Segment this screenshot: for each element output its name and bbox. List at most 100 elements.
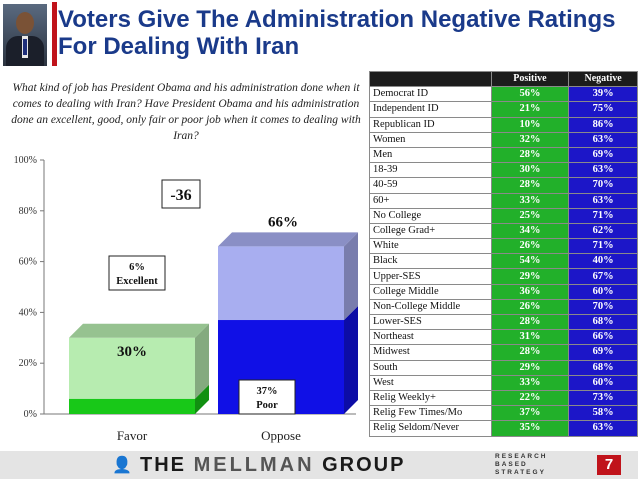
oppose-other-segment (218, 246, 344, 321)
row-negative: 70% (568, 298, 638, 316)
row-label: 60+ (369, 192, 492, 209)
net-label: -36 (170, 187, 191, 204)
stacked-bar-chart: 0% 20% 40% 60% 80% 100% Favor Oppose 30% 66% -36 6%… (14, 155, 358, 443)
table-row: Non-College Middle 26% 70% (369, 298, 638, 316)
row-positive: 36% (490, 283, 570, 300)
y-tick-label: 20% (19, 358, 37, 369)
row-label: Upper-SES (369, 268, 492, 285)
row-negative: 39% (568, 86, 638, 103)
table-row: Independent ID 21% 75% (369, 101, 638, 118)
row-negative: 63% (568, 192, 638, 209)
y-tick-label: 40% (19, 307, 37, 318)
row-label: Midwest (369, 344, 492, 361)
title-accent-bar (52, 2, 57, 66)
row-label: 18-39 (369, 162, 492, 179)
row-positive: 29% (490, 268, 570, 285)
y-tick-label: 60% (19, 257, 37, 268)
row-negative: 86% (568, 116, 638, 133)
row-label: Relig Weekly+ (369, 389, 492, 407)
row-label: College Grad+ (369, 222, 492, 240)
row-label: White (369, 238, 492, 255)
y-tick-label: 0% (24, 409, 37, 420)
row-negative: 60% (568, 374, 638, 391)
row-positive: 33% (490, 192, 570, 209)
row-positive: 28% (490, 313, 570, 331)
row-positive: 28% (490, 177, 570, 194)
net-label-box (161, 179, 201, 209)
table-row: 18-39 30% 63% (369, 162, 638, 179)
row-negative: 69% (568, 344, 638, 361)
row-label: South (369, 359, 492, 376)
row-positive: 21% (490, 101, 570, 118)
x-category-label: Favor (117, 428, 148, 443)
table-row: Midwest 28% 69% (369, 344, 638, 361)
row-positive: 33% (490, 374, 570, 391)
table-row: Men 28% 69% (369, 146, 638, 164)
row-label: Democrat ID (369, 86, 492, 103)
table-row: College Grad+ 34% 62% (369, 222, 638, 240)
favor-excellent-segment-side (195, 384, 209, 414)
row-negative: 69% (568, 146, 638, 164)
row-positive: 34% (490, 222, 570, 240)
row-negative: 68% (568, 313, 638, 331)
row-positive: 31% (490, 329, 570, 346)
row-negative: 70% (568, 177, 638, 194)
poor-callout-value: 37% (257, 386, 278, 397)
table-header-blank (369, 70, 492, 88)
row-positive: 22% (490, 389, 570, 407)
favor-bar-top (69, 323, 209, 338)
row-label: Independent ID (369, 101, 492, 118)
row-label: Women (369, 131, 492, 148)
row-negative: 67% (568, 268, 638, 285)
row-negative: 58% (568, 405, 638, 422)
row-positive: 26% (490, 238, 570, 255)
favor-total-label: 30% (117, 344, 147, 360)
row-negative: 68% (568, 359, 638, 376)
row-positive: 37% (490, 405, 570, 422)
survey-question: What kind of job has President Obama and… (11, 82, 361, 142)
row-positive: 28% (490, 146, 570, 164)
excellent-callout-box (108, 255, 166, 291)
row-positive: 54% (490, 253, 570, 270)
obama-photo (3, 4, 47, 66)
favor-excellent-segment (69, 398, 195, 414)
table-header-negative: Negative (568, 70, 638, 88)
oppose-other-segment-side (344, 232, 358, 321)
table-row: 40-59 28% 70% (369, 177, 638, 194)
row-label: Republican ID (369, 116, 492, 133)
y-tick-label: 80% (19, 206, 37, 217)
row-negative: 63% (568, 162, 638, 179)
mellman-logo: THE MELLMAN GROUP (140, 454, 406, 476)
page-number: 7 (597, 455, 621, 475)
table-row: South 29% 68% (369, 359, 638, 376)
row-label: College Middle (369, 283, 492, 300)
table-row: West 33% 60% (369, 374, 638, 391)
table-header-row: Positive Negative (369, 70, 638, 88)
row-label: Relig Few Times/Mo (369, 405, 492, 422)
row-negative: 40% (568, 253, 638, 270)
tagline: RESEARCH BASED STRATEGY (495, 453, 548, 476)
row-positive: 29% (490, 359, 570, 376)
row-negative: 60% (568, 283, 638, 300)
table-row: 60+ 33% 63% (369, 192, 638, 209)
mellman-logo-icon: 👤 (112, 455, 132, 474)
row-negative: 71% (568, 207, 638, 224)
table-header-positive: Positive (490, 70, 570, 88)
row-positive: 10% (490, 116, 570, 133)
table-row: No College 25% 71% (369, 207, 638, 224)
oppose-total-label: 66% (268, 214, 298, 230)
slide-title: Voters Give The Administration Negative … (58, 6, 616, 60)
favor-other-segment (69, 337, 195, 399)
footer-bar: 👤 THE MELLMAN GROUP RESEARCH BASED STRAT… (0, 451, 638, 479)
oppose-poor-segment-side (344, 306, 358, 414)
table-row: College Middle 36% 60% (369, 283, 638, 300)
row-label: Non-College Middle (369, 298, 492, 316)
subgroup-table: Positive Negative Democrat ID 56% 39% Indep… (369, 70, 638, 437)
row-positive: 30% (490, 162, 570, 179)
table-row: White 26% 71% (369, 238, 638, 255)
favor-other-segment-side (195, 323, 209, 399)
table-row: Upper-SES 29% 67% (369, 268, 638, 285)
row-negative: 63% (568, 420, 638, 437)
table-row: Relig Weekly+ 22% 73% (369, 389, 638, 407)
poor-callout-box (238, 379, 296, 415)
